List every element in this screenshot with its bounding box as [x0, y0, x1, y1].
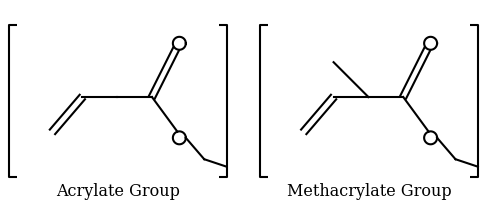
Text: Acrylate Group: Acrylate Group [56, 183, 180, 200]
Text: Methacrylate Group: Methacrylate Group [287, 183, 452, 200]
